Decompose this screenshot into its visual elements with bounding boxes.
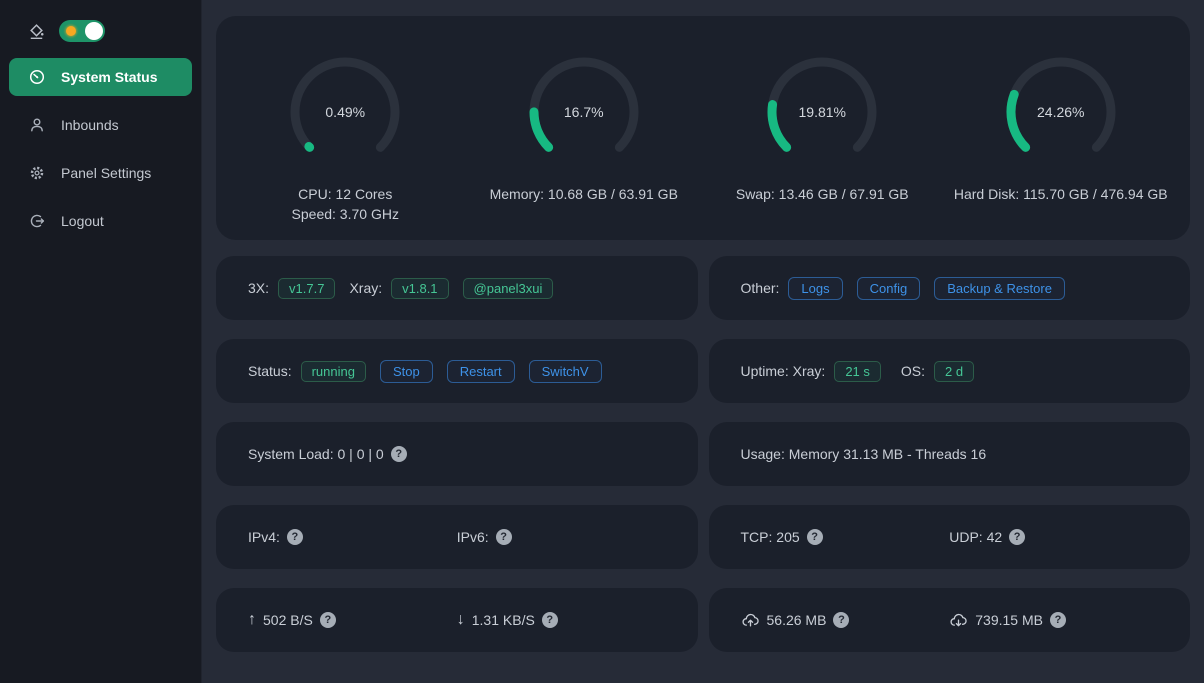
help-icon[interactable]: ?	[833, 612, 850, 628]
ipv6-label: IPv6:	[456, 529, 489, 545]
usage-row: Usage: Memory 31.13 MB - Threads 16	[708, 422, 1190, 486]
udp-count: UDP: 42 ?	[949, 529, 1158, 545]
gauge-label-line: Swap: 13.46 GB / 67.91 GB	[735, 186, 909, 202]
config-button[interactable]: Config	[856, 276, 921, 300]
status-row: Status: running Stop Restart SwitchV	[216, 339, 698, 403]
gauge-label-line: CPU: 12 Cores	[298, 186, 393, 202]
help-icon[interactable]: ?	[1009, 529, 1026, 545]
ip-row: IPv4: ? IPv6: ?	[216, 505, 698, 569]
download-speed-label: 1.31 KB/S	[471, 612, 535, 628]
info-rows: 3X: v1.7.7 Xray: v1.8.1 @panel3xui Other…	[216, 256, 1190, 652]
other-row: Other: Logs Config Backup & Restore	[708, 256, 1190, 320]
cpu-gauge: 0.49% CPU: 12 Cores Speed: 3.70 GHz	[226, 52, 465, 240]
system-load-row: System Load: 0 | 0 | 0 ?	[216, 422, 698, 486]
disk-label: Hard Disk: 115.70 GB / 476.94 GB	[954, 184, 1168, 204]
system-load-text: System Load: 0 | 0 | 0	[248, 446, 384, 462]
logout-icon	[29, 213, 45, 229]
cloud-download-icon	[949, 612, 968, 628]
sidebar-item-system-status[interactable]: System Status	[9, 58, 192, 96]
upload-speed: ↑ 502 B/S ?	[248, 611, 457, 629]
theme-paint-icon	[28, 23, 45, 40]
logs-button[interactable]: Logs	[788, 276, 843, 300]
help-icon[interactable]: ?	[495, 529, 512, 545]
total-sent-label: 56.26 MB	[766, 612, 827, 628]
arrow-up-icon: ↑	[248, 611, 256, 628]
disk-percent: 24.26%	[1037, 104, 1085, 120]
xray-uptime-badge: 21 s	[834, 360, 881, 382]
usage-text: Usage: Memory 31.13 MB - Threads 16	[740, 446, 987, 462]
version-row: 3X: v1.7.7 Xray: v1.8.1 @panel3xui	[216, 256, 698, 320]
ipv4-label: IPv4:	[248, 529, 280, 545]
status-label: Status:	[248, 363, 292, 379]
sidebar-item-logout[interactable]: Logout	[9, 202, 192, 240]
cpu-percent: 0.49%	[325, 104, 366, 120]
download-speed: ↓ 1.31 KB/S ?	[457, 611, 666, 629]
other-label: Other:	[740, 280, 780, 296]
disk-gauge: 24.26% Hard Disk: 115.70 GB / 476.94 GB	[942, 52, 1181, 240]
udp-label: UDP: 42	[949, 529, 1003, 545]
memory-label: Memory: 10.68 GB / 63.91 GB	[490, 184, 678, 204]
sidebar-item-label: System Status	[61, 69, 158, 85]
connections-row: TCP: 205 ? UDP: 42 ?	[708, 505, 1190, 569]
sidebar: System Status Inbounds Panel Settings	[0, 0, 202, 683]
theme-controls	[0, 0, 201, 46]
help-icon[interactable]: ?	[319, 612, 336, 628]
tcp-count: TCP: 205 ?	[741, 529, 950, 545]
system-status-page: 0.49% CPU: 12 Cores Speed: 3.70 GHz 16.7%…	[202, 0, 1204, 683]
dark-mode-toggle[interactable]	[59, 20, 105, 42]
restart-button[interactable]: Restart	[446, 359, 515, 383]
user-icon	[29, 117, 45, 133]
traffic-total-row: 56.26 MB ? 739.15 MB ?	[708, 588, 1190, 652]
sidebar-item-label: Logout	[61, 213, 104, 229]
sidebar-item-label: Inbounds	[61, 117, 119, 133]
xray-version-tag: v1.8.1	[391, 277, 449, 299]
swap-percent: 19.81%	[798, 104, 846, 120]
telegram-tag[interactable]: @panel3xui	[462, 277, 554, 299]
ipv4-field: IPv4: ?	[248, 529, 457, 545]
os-uptime-badge: 2 d	[934, 360, 975, 382]
speed-row: ↑ 502 B/S ? ↓ 1.31 KB/S ?	[216, 588, 698, 652]
sidebar-item-panel-settings[interactable]: Panel Settings	[9, 154, 192, 192]
help-icon[interactable]: ?	[541, 612, 558, 628]
help-icon[interactable]: ?	[286, 529, 303, 545]
tcp-label: TCP: 205	[740, 529, 800, 545]
backup-restore-button[interactable]: Backup & Restore	[934, 276, 1065, 300]
total-sent: 56.26 MB ?	[741, 612, 950, 628]
ipv6-field: IPv6: ?	[457, 529, 666, 545]
sidebar-item-label: Panel Settings	[61, 165, 152, 181]
os-label: OS:	[900, 363, 926, 379]
arrow-down-icon: ↓	[456, 611, 465, 628]
memory-gauge: 16.7% Memory: 10.68 GB / 63.91 GB	[465, 52, 704, 240]
status-badge: running	[300, 360, 366, 382]
cpu-label: CPU: 12 Cores Speed: 3.70 GHz	[292, 184, 399, 224]
toggle-knob	[85, 22, 103, 40]
gauge-label-line: Hard Disk: 115.70 GB / 476.94 GB	[953, 186, 1168, 202]
gauge-label-line: Memory: 10.68 GB / 63.91 GB	[489, 186, 678, 202]
upload-speed-label: 502 B/S	[263, 612, 313, 628]
resource-gauges-card: 0.49% CPU: 12 Cores Speed: 3.70 GHz 16.7%…	[216, 16, 1190, 240]
stop-button[interactable]: Stop	[379, 359, 433, 383]
swap-gauge: 19.81% Swap: 13.46 GB / 67.91 GB	[703, 52, 942, 240]
gauge-label-line: Speed: 3.70 GHz	[291, 206, 399, 222]
cloud-upload-icon	[741, 612, 760, 628]
uptime-xray-label: Uptime: Xray:	[740, 363, 826, 379]
switch-version-button[interactable]: SwitchV	[528, 359, 602, 383]
3x-label: 3X:	[248, 280, 270, 296]
swap-label: Swap: 13.46 GB / 67.91 GB	[736, 184, 909, 204]
gear-icon	[29, 165, 45, 181]
uptime-row: Uptime: Xray: 21 s OS: 2 d	[708, 339, 1190, 403]
sidebar-menu: System Status Inbounds Panel Settings	[0, 58, 201, 240]
total-received-label: 739.15 MB	[975, 612, 1043, 628]
help-icon[interactable]: ?	[806, 529, 823, 545]
3x-version-tag: v1.7.7	[278, 277, 336, 299]
memory-percent: 16.7%	[563, 104, 604, 120]
help-icon[interactable]: ?	[390, 446, 407, 462]
sidebar-item-inbounds[interactable]: Inbounds	[9, 106, 192, 144]
help-icon[interactable]: ?	[1049, 612, 1066, 628]
total-received: 739.15 MB ?	[949, 612, 1158, 628]
xray-label: Xray:	[349, 280, 383, 296]
dashboard-icon	[29, 69, 45, 85]
sun-icon	[66, 26, 76, 36]
